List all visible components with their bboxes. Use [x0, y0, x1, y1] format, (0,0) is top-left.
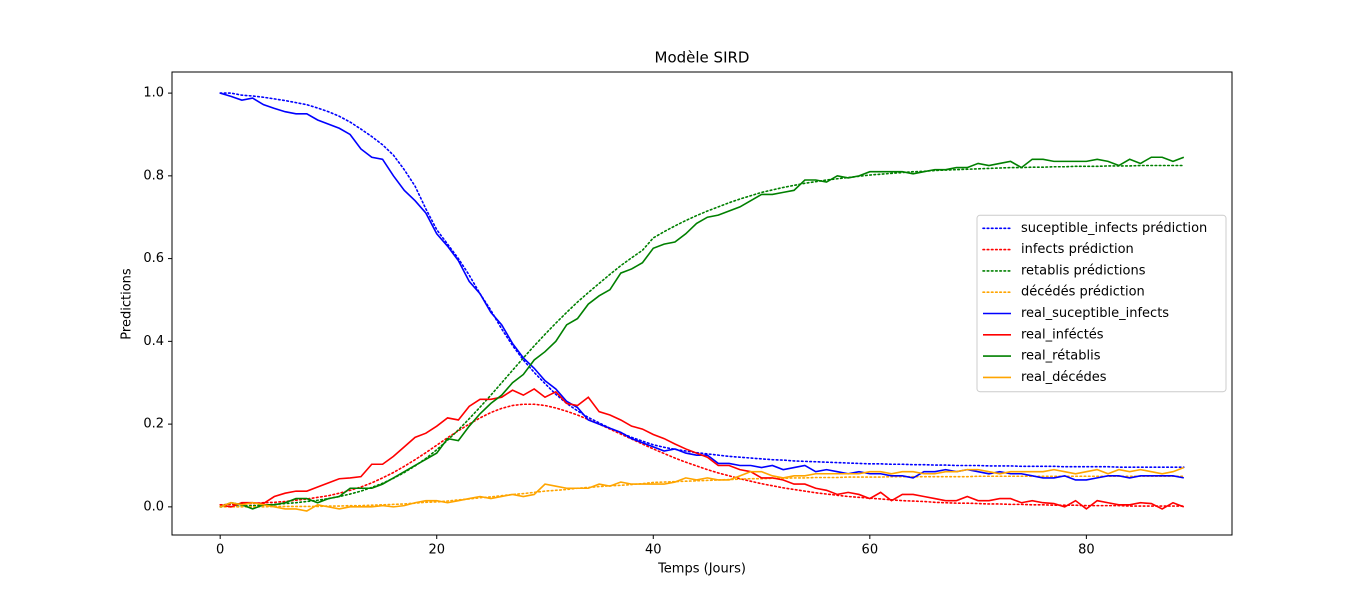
legend-label: real_suceptible_infects [1021, 306, 1169, 321]
x-tick-label: 0 [216, 543, 224, 558]
series-line [219, 475, 1185, 508]
y-tick-label: 0.8 [143, 168, 164, 183]
y-tick-label: 0.0 [143, 499, 164, 514]
x-tick-label: 40 [645, 543, 662, 558]
legend-label: retablis prédictions [1021, 263, 1146, 278]
series-line [219, 403, 1185, 507]
legend-label: real_décédes [1021, 370, 1107, 385]
legend-label: infects prédiction [1021, 242, 1134, 257]
legend-label: décédés prédiction [1021, 285, 1145, 300]
x-tick-label: 20 [428, 543, 445, 558]
series-line [219, 466, 1185, 512]
x-axis-label: Temps (Jours) [657, 562, 746, 577]
legend-label: real_rétablis [1021, 349, 1101, 364]
series-line [220, 387, 1185, 510]
y-tick-label: 1.0 [143, 86, 164, 101]
series-line [219, 92, 1185, 468]
chart-title: Modèle SIRD [655, 49, 750, 67]
plot-frame [171, 71, 1233, 536]
y-tick-label: 0.6 [143, 251, 164, 266]
y-axis-label: Predictions [120, 268, 135, 340]
legend-box [976, 214, 1227, 393]
legend-label: real_inféctés [1021, 327, 1104, 342]
y-tick-label: 0.2 [143, 417, 164, 432]
series-line [219, 156, 1185, 510]
x-tick-label: 60 [862, 543, 879, 558]
x-tick-label: 80 [1078, 543, 1095, 558]
legend-label: suceptible_infects prédiction [1021, 221, 1207, 236]
y-tick-label: 0.4 [143, 334, 164, 349]
